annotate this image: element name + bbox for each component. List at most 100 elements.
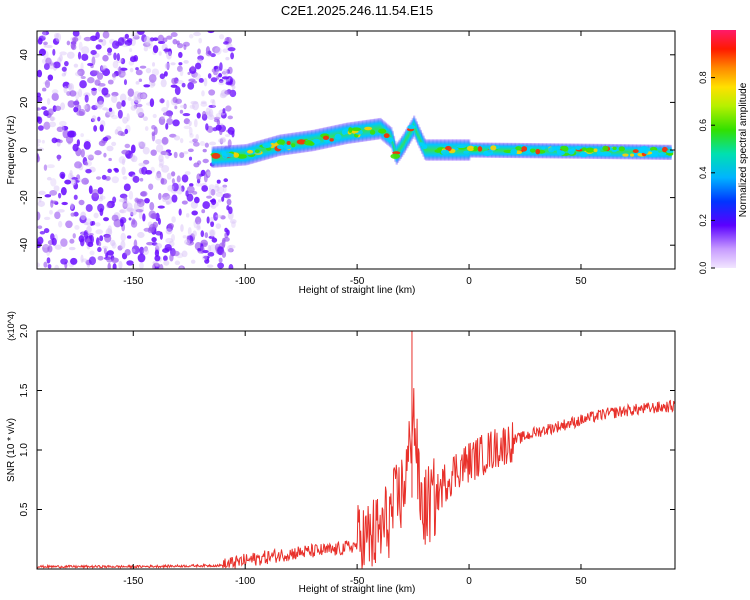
- noise-speckle: [179, 266, 184, 269]
- noise-speckle: [51, 89, 59, 94]
- ridge-hotspot: [529, 148, 536, 153]
- noise-speckle: [135, 69, 143, 76]
- ridge-cell: [245, 144, 248, 166]
- noise-speckle: [186, 213, 190, 218]
- ridge-hotspot: [262, 143, 272, 148]
- noise-speckle: [37, 69, 43, 78]
- noise-speckle: [58, 192, 62, 199]
- noise-speckle: [186, 185, 195, 194]
- noise-speckle: [91, 220, 96, 226]
- noise-speckle: [153, 126, 158, 136]
- noise-speckle: [155, 230, 162, 236]
- noise-speckle: [200, 230, 205, 238]
- noise-speckle: [192, 138, 199, 143]
- ridge-hotspot: [276, 144, 284, 150]
- ridge-cell: [331, 125, 334, 148]
- ridge-cell: [372, 118, 375, 141]
- noise-speckle: [178, 208, 182, 216]
- noise-speckle: [88, 185, 93, 194]
- noise-speckle: [198, 78, 204, 83]
- noise-speckle: [179, 68, 184, 77]
- ridge-cell: [625, 144, 628, 160]
- noise-speckle: [200, 100, 207, 105]
- ridge-hotspot: [286, 141, 291, 146]
- ridge-cell: [566, 143, 569, 159]
- noise-speckle: [43, 121, 51, 130]
- noise-speckle: [211, 237, 218, 243]
- noise-speckle: [135, 209, 144, 213]
- noise-speckle: [107, 262, 111, 269]
- noise-speckle: [188, 127, 193, 136]
- noise-speckle: [169, 253, 174, 262]
- ridge-cell: [465, 139, 468, 161]
- ridge-hotspot: [211, 152, 221, 159]
- noise-speckle: [99, 195, 106, 200]
- noise-speckle: [133, 201, 140, 211]
- noise-speckle: [102, 107, 108, 111]
- ridge-cell: [516, 142, 519, 159]
- noise-speckle: [140, 93, 147, 99]
- ridge-hotspot: [632, 149, 639, 153]
- noise-speckle: [101, 174, 107, 180]
- noise-speckle: [98, 86, 102, 92]
- noise-speckle: [188, 156, 193, 161]
- noise-speckle: [168, 113, 173, 119]
- ridge-hotspot: [658, 152, 667, 156]
- snr-frame: [36, 330, 676, 570]
- ridge-cell: [418, 126, 421, 149]
- ridge-hotspot: [667, 152, 674, 156]
- ridge-hotspot: [477, 146, 483, 152]
- ridge-cell: [320, 128, 323, 150]
- ridge-hotspot: [579, 151, 588, 158]
- noise-speckle: [158, 158, 165, 167]
- noise-speckle: [162, 112, 170, 116]
- noise-speckle: [164, 62, 171, 70]
- noise-speckle: [137, 112, 145, 118]
- noise-speckle: [104, 234, 112, 243]
- noise-speckle: [186, 193, 194, 202]
- noise-speckle: [183, 59, 189, 64]
- noise-speckle: [110, 239, 116, 247]
- noise-speckle: [174, 260, 181, 266]
- noise-speckle: [94, 102, 100, 109]
- noise-speckle: [95, 31, 100, 40]
- noise-speckle: [140, 141, 147, 148]
- noise-speckle: [222, 184, 228, 188]
- noise-speckle: [85, 168, 92, 174]
- noise-speckle: [166, 50, 172, 60]
- noise-speckle: [130, 105, 137, 111]
- noise-speckle: [78, 235, 85, 243]
- noise-speckle: [224, 133, 231, 138]
- noise-speckle: [50, 116, 55, 121]
- noise-speckle: [121, 100, 126, 107]
- noise-speckle: [72, 233, 76, 239]
- noise-speckle: [180, 224, 184, 232]
- noise-speckle: [137, 253, 146, 263]
- noise-speckle: [150, 149, 157, 156]
- noise-speckle: [81, 258, 88, 263]
- noise-speckle: [170, 32, 178, 38]
- noise-speckle: [207, 251, 215, 257]
- noise-speckle: [147, 221, 153, 228]
- noise-speckle: [216, 186, 225, 194]
- noise-speckle: [195, 182, 202, 187]
- ridge-cell: [289, 133, 292, 155]
- ridge-cell: [622, 144, 625, 160]
- noise-speckle: [158, 51, 162, 56]
- noise-speckle: [160, 178, 168, 185]
- noise-speckle: [187, 148, 194, 153]
- noise-speckle: [215, 191, 223, 197]
- noise-speckle: [49, 116, 56, 122]
- noise-speckle: [131, 218, 136, 225]
- noise-speckle: [158, 192, 162, 201]
- ridge-cell: [481, 142, 484, 158]
- ridge-hotspot: [661, 146, 668, 153]
- noise-speckle: [98, 100, 104, 108]
- noise-speckle: [193, 141, 200, 147]
- noise-speckle: [221, 76, 230, 80]
- noise-speckle: [130, 153, 136, 162]
- ridge-hotspot: [585, 147, 595, 153]
- noise-speckle: [183, 118, 191, 125]
- noise-speckle: [61, 125, 69, 131]
- noise-speckle: [157, 205, 165, 209]
